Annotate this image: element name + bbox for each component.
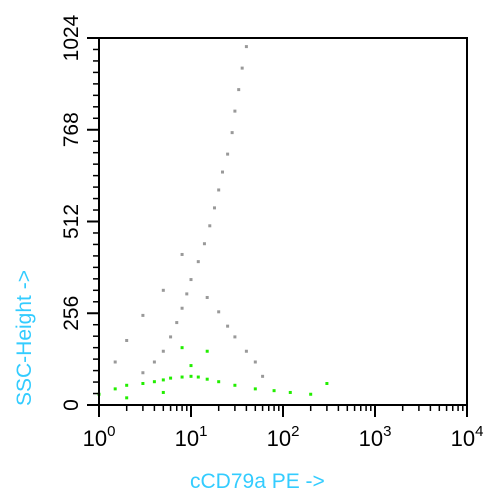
data-point-s1-3 bbox=[161, 349, 165, 353]
x-tick-label-4: 104 bbox=[451, 423, 484, 451]
x-tick-label-0: 100 bbox=[83, 423, 116, 451]
y-tick-label-1: 256 bbox=[60, 296, 83, 331]
y-axis: 0 256 512 768 1024 bbox=[60, 14, 99, 411]
data-point-s2-20 bbox=[161, 390, 165, 394]
data-point-s1-21 bbox=[205, 295, 209, 299]
x-tick-label-2: 102 bbox=[267, 423, 300, 451]
data-point-s2-14 bbox=[253, 387, 257, 391]
y-tick-label-4: 1024 bbox=[60, 14, 83, 61]
data-point-s2-16 bbox=[288, 390, 292, 394]
x-tick-label-3: 103 bbox=[359, 423, 392, 451]
data-point-s1-15 bbox=[226, 152, 230, 156]
data-point-s2-23 bbox=[180, 346, 184, 350]
data-point-s1-8 bbox=[189, 278, 193, 282]
data-point-s2-5 bbox=[152, 380, 156, 384]
data-point-s2-3 bbox=[125, 383, 129, 387]
data-point-s1-13 bbox=[217, 188, 221, 192]
y-axis-label: SSC-Height -> bbox=[13, 270, 36, 406]
plot-frame bbox=[98, 37, 468, 406]
data-point-s1-25 bbox=[244, 349, 248, 353]
data-point-s2-10 bbox=[196, 375, 200, 379]
y-tick-label-2: 512 bbox=[60, 204, 83, 239]
data-point-s2-13 bbox=[233, 383, 237, 387]
y-tick-label-3: 768 bbox=[60, 112, 83, 147]
data-point-s2-21 bbox=[189, 364, 193, 368]
data-point-s1-31 bbox=[180, 252, 184, 256]
data-point-s1-32 bbox=[261, 374, 265, 378]
data-point-s1-1 bbox=[141, 371, 145, 375]
data-point-s1-29 bbox=[113, 360, 117, 364]
data-point-s2-6 bbox=[161, 378, 165, 382]
data-point-s2-12 bbox=[217, 380, 221, 384]
data-point-s2-8 bbox=[180, 375, 184, 379]
data-point-s1-11 bbox=[208, 224, 212, 228]
data-point-s1-6 bbox=[180, 306, 184, 310]
data-point-s1-18 bbox=[237, 88, 241, 92]
data-point-s1-16 bbox=[230, 131, 234, 135]
data-point-s1-19 bbox=[240, 66, 244, 70]
data-point-s1-10 bbox=[202, 242, 206, 246]
data-point-s1-24 bbox=[233, 335, 237, 339]
data-point-s1-26 bbox=[253, 360, 257, 364]
data-point-s2-22 bbox=[205, 349, 209, 353]
x-axis: 100 101 102 103 104 bbox=[83, 405, 484, 451]
data-points bbox=[97, 45, 329, 400]
data-point-s2-7 bbox=[169, 376, 173, 380]
data-point-s1-5 bbox=[175, 321, 179, 325]
data-point-s2-4 bbox=[141, 382, 145, 385]
data-point-s2-9 bbox=[189, 374, 193, 378]
data-point-s2-11 bbox=[205, 377, 209, 381]
data-point-s2-2 bbox=[113, 387, 117, 391]
data-point-s2-18 bbox=[325, 382, 329, 385]
x-axis-label: cCD79a PE -> bbox=[190, 470, 325, 493]
data-point-s2-17 bbox=[309, 392, 313, 396]
data-point-s1-20 bbox=[244, 45, 248, 49]
data-point-s1-4 bbox=[169, 335, 173, 339]
data-point-s2-15 bbox=[272, 389, 276, 393]
data-point-s1-30 bbox=[161, 288, 165, 292]
data-point-s1-2 bbox=[152, 360, 156, 364]
x-tick-label-1: 101 bbox=[175, 423, 208, 451]
data-point-s1-23 bbox=[226, 324, 230, 328]
data-point-s1-17 bbox=[233, 109, 237, 113]
data-point-s1-22 bbox=[217, 310, 221, 314]
data-point-s1-9 bbox=[196, 260, 200, 264]
y-tick-label-0: 0 bbox=[60, 399, 83, 411]
data-point-s1-14 bbox=[221, 170, 224, 174]
data-point-s2-19 bbox=[125, 396, 129, 400]
data-point-s1-7 bbox=[185, 292, 189, 296]
data-point-s1-27 bbox=[125, 338, 129, 342]
data-point-s1-28 bbox=[141, 313, 145, 317]
data-point-s1-12 bbox=[212, 206, 216, 210]
